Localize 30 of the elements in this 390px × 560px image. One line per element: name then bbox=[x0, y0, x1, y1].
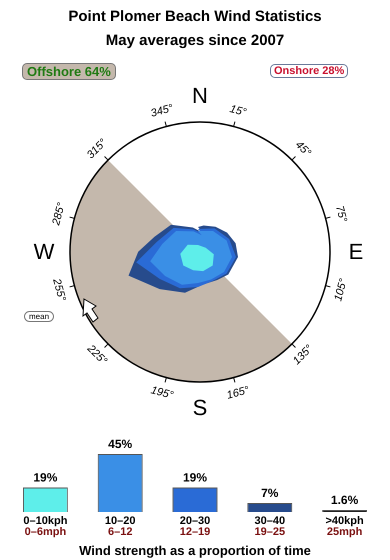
text: Onshore 28% bbox=[270, 64, 348, 78]
x-tick-label: 0–10kph 0–6mph bbox=[23, 515, 68, 538]
data-label: 1.6% bbox=[330, 492, 359, 507]
text: S bbox=[192, 395, 208, 421]
text: May averages since 2007 bbox=[104, 32, 286, 49]
text: 75° bbox=[333, 204, 349, 224]
data-label: 19% bbox=[33, 470, 58, 485]
text: Offshore 64% bbox=[22, 63, 116, 80]
text: W bbox=[34, 239, 54, 265]
x-axis-title: Wind strength as a proportion of time bbox=[78, 543, 312, 558]
x-tick-label: >40kph 25mph bbox=[325, 515, 364, 538]
x-tick-label: 20–30 12–19 bbox=[180, 515, 210, 538]
text: 195° bbox=[150, 384, 175, 402]
text: 345° bbox=[150, 102, 175, 120]
text: 105° bbox=[332, 277, 350, 302]
text: 45° bbox=[293, 138, 314, 159]
text: 285° bbox=[50, 202, 68, 227]
text: 255° bbox=[50, 277, 68, 302]
x-tick-label: 10–20 6–12 bbox=[104, 515, 136, 538]
text: mean bbox=[24, 311, 54, 322]
text: E bbox=[348, 239, 364, 265]
text: 225° bbox=[84, 342, 110, 368]
data-label: 45% bbox=[108, 437, 133, 451]
x-tick-label: 30–40 19–25 bbox=[254, 515, 286, 538]
text: N bbox=[192, 83, 208, 109]
text: Point Plomer Beach Wind Statistics bbox=[67, 8, 323, 25]
text: 165° bbox=[225, 384, 250, 402]
text: 15° bbox=[228, 103, 248, 119]
data-label: 19% bbox=[182, 470, 208, 485]
data-label: 7% bbox=[261, 486, 279, 500]
